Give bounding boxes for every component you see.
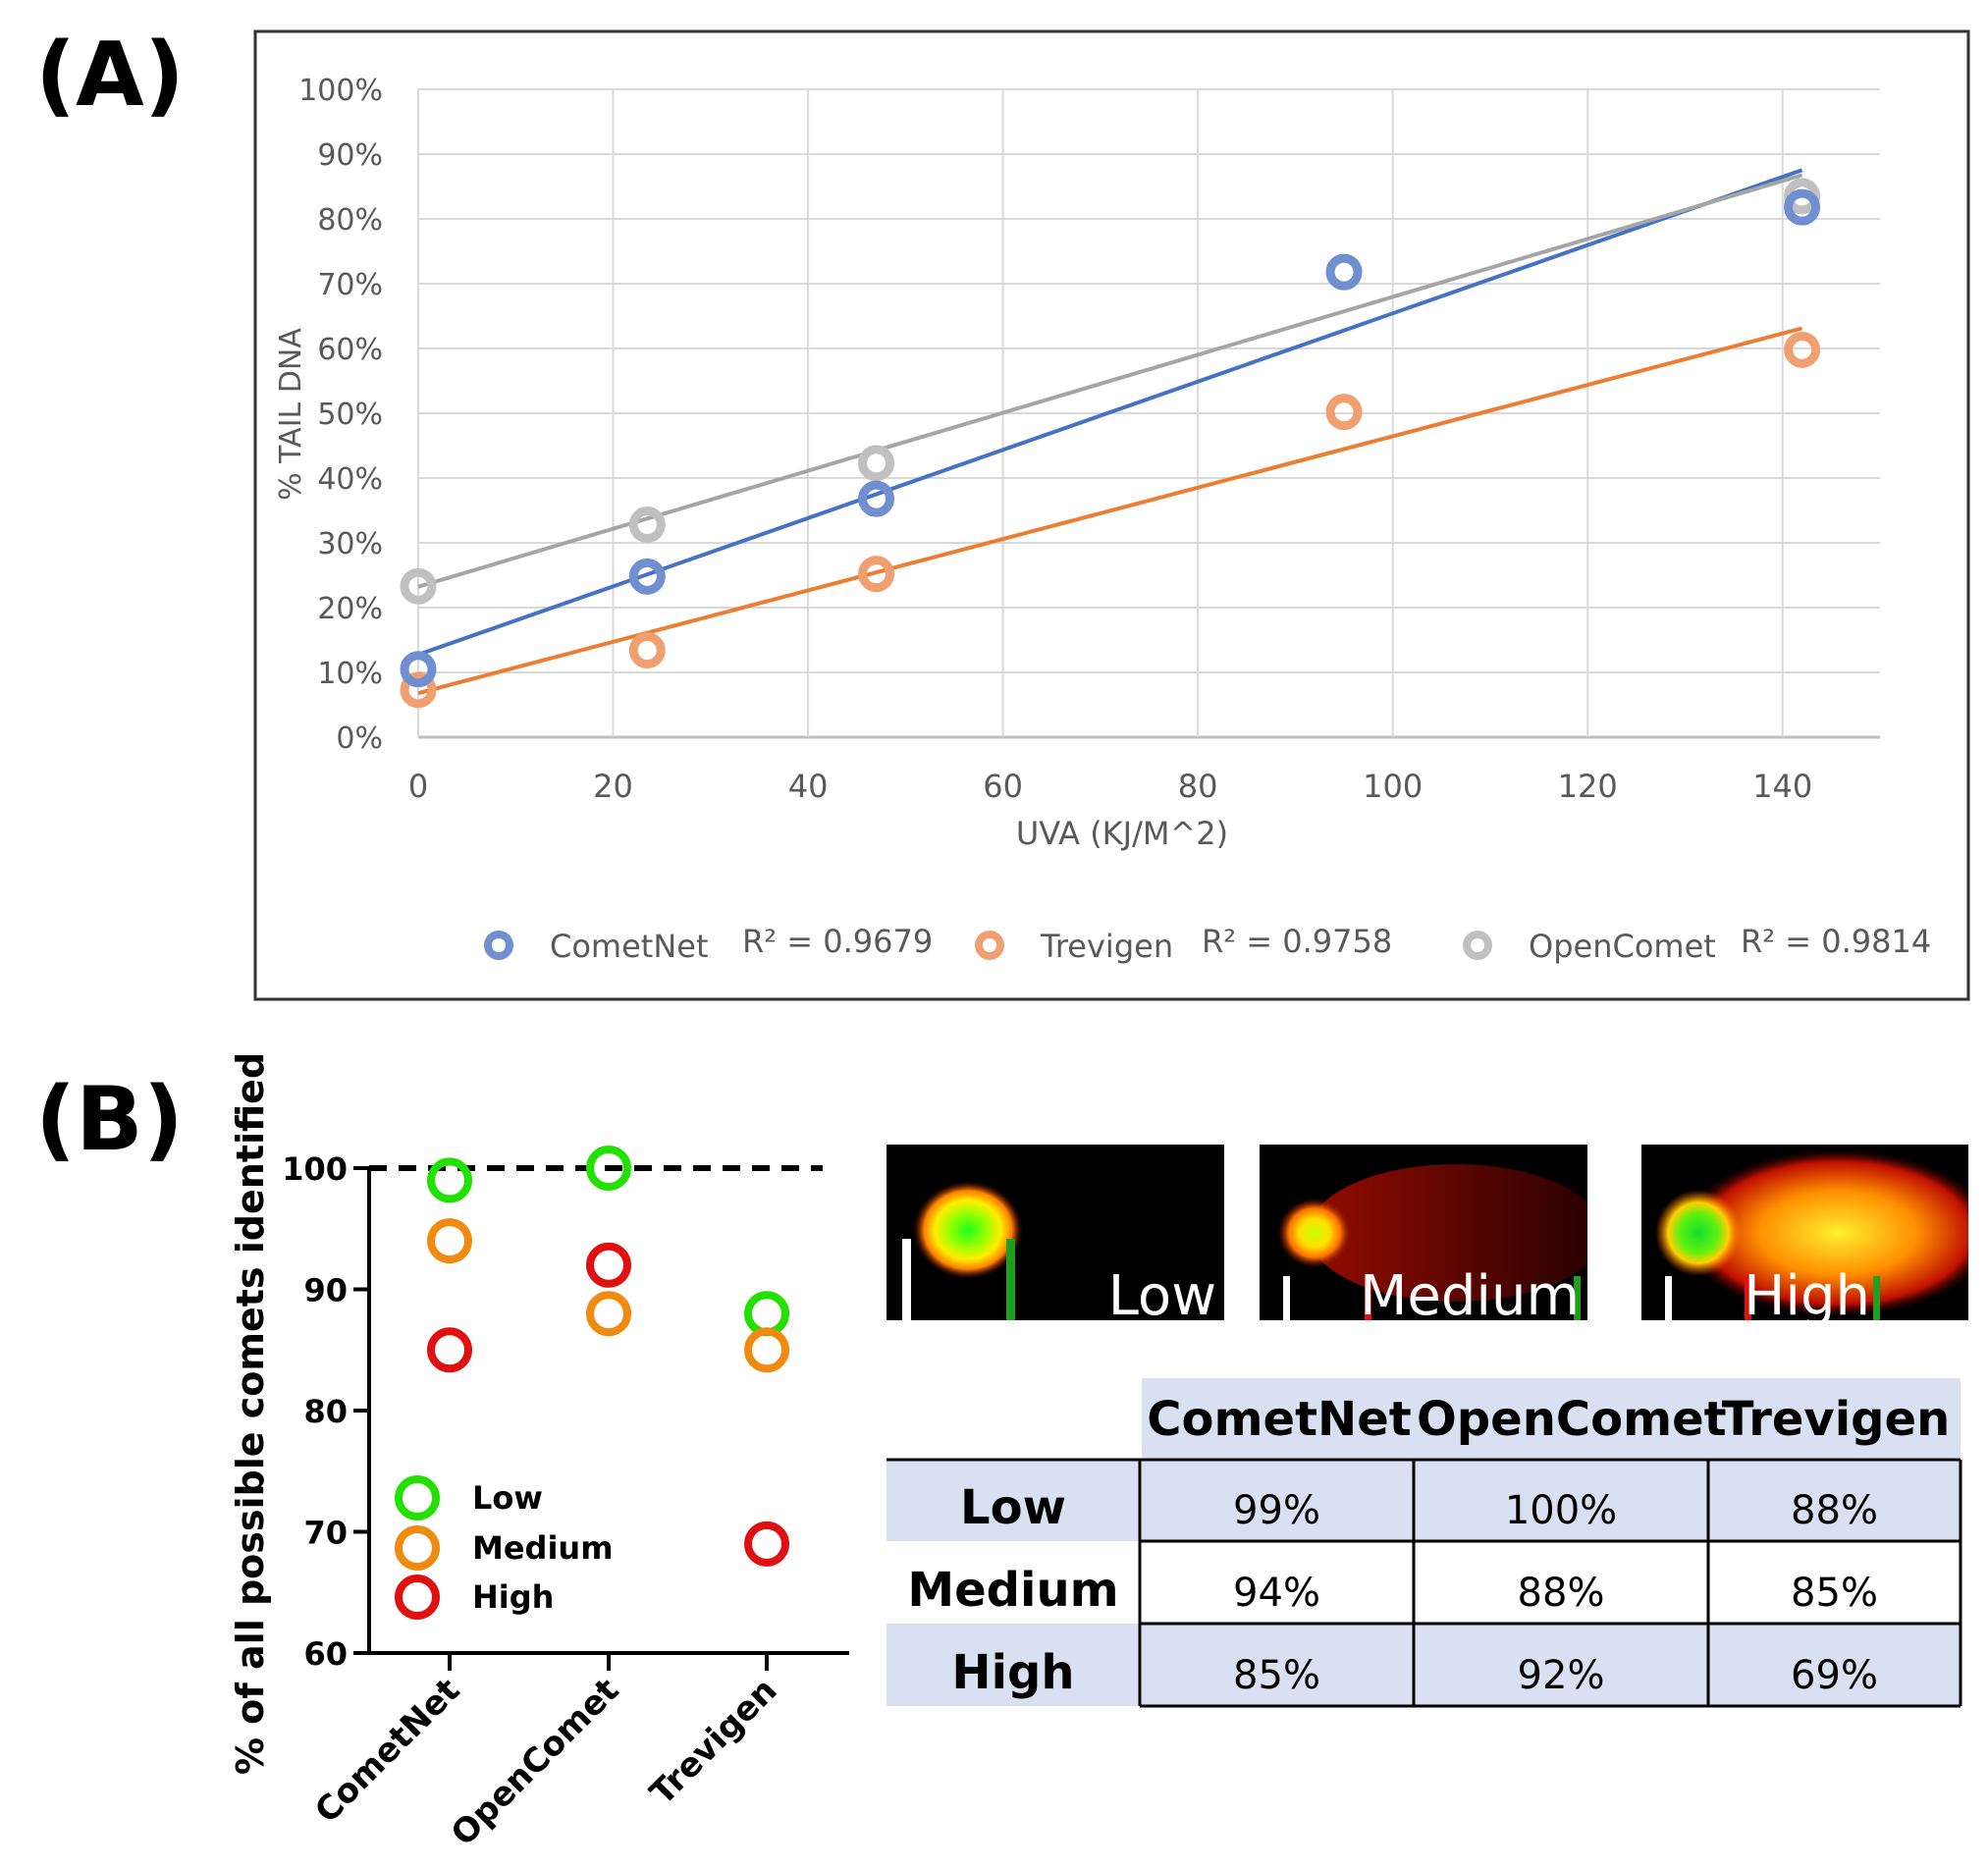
chart-b-point-low bbox=[427, 1157, 472, 1203]
chart-b-point-medium bbox=[427, 1218, 472, 1264]
chart-a-legend: CometNet R² = 0.9679 Trevigen R² = 0.9758 Op… bbox=[484, 923, 1931, 965]
table-header-background bbox=[1142, 1378, 1961, 1458]
table-cell: 99% bbox=[1233, 1488, 1320, 1533]
chart-a-x-tick-label: 60 bbox=[983, 768, 1023, 805]
chart-b-point-high bbox=[427, 1327, 472, 1373]
table-cell: 85% bbox=[1791, 1571, 1878, 1616]
chart-a-x-tick-label: 40 bbox=[788, 768, 829, 805]
chart-b-y-tick-label: 60 bbox=[303, 1635, 348, 1673]
chart-a-trendline-cometnet bbox=[417, 168, 1803, 657]
chart-b-y-axis-label: % of all possible comets identified bbox=[229, 1052, 272, 1775]
chart-b-legend-marker-medium bbox=[395, 1525, 440, 1571]
chart-a-frame bbox=[253, 29, 1970, 1001]
table-row-label-high: High bbox=[951, 1645, 1075, 1700]
chart-a-y-tick-label: 30% bbox=[317, 527, 383, 561]
chart-b-legend-marker-low bbox=[395, 1475, 440, 1521]
chart-a-uva-tail-dna: 0% 10% 20% 30% 40% 50% 60% 70% 80% 90% 100% 0 20 40 60… bbox=[253, 29, 1970, 1001]
chart-b-legend-label-high: High bbox=[472, 1578, 554, 1616]
panel-label-b: (B) bbox=[35, 1068, 184, 1171]
chart-a-x-tick-label: 120 bbox=[1558, 768, 1618, 805]
chart-a-y-tick-label: 0% bbox=[336, 721, 383, 756]
chart-a-x-axis-label: UVA (KJ/M^2) bbox=[1016, 815, 1228, 852]
chart-a-point-trevigen bbox=[858, 556, 895, 593]
chart-a-point-cometnet bbox=[1784, 188, 1821, 226]
table-cell: 88% bbox=[1517, 1571, 1605, 1616]
chart-a-point-cometnet bbox=[628, 558, 666, 595]
comet-image-high-label: High bbox=[1744, 1264, 1870, 1321]
chart-a-point-trevigen bbox=[1325, 394, 1363, 431]
chart-a-point-opencomet bbox=[628, 507, 666, 544]
chart-a-point-opencomet bbox=[858, 445, 895, 482]
panel-label-a: (A) bbox=[35, 24, 185, 127]
chart-a-trendline-opencomet bbox=[417, 173, 1803, 589]
chart-a-legend-marker-trevigen bbox=[975, 931, 1004, 960]
chart-b-point-high bbox=[744, 1521, 789, 1567]
table-cell: 88% bbox=[1791, 1488, 1878, 1533]
chart-a-y-tick-label: 100% bbox=[298, 74, 383, 108]
chart-a-legend-r2-cometnet: R² = 0.9679 bbox=[742, 923, 933, 960]
table-cell: 94% bbox=[1233, 1571, 1320, 1616]
chart-a-y-tick-label: 20% bbox=[317, 592, 383, 626]
table-header-opencomet: OpenComet bbox=[1417, 1392, 1727, 1447]
chart-a-legend-label-cometnet: CometNet bbox=[550, 928, 709, 965]
chart-a-point-cometnet bbox=[1325, 253, 1363, 291]
chart-b-point-medium bbox=[744, 1327, 789, 1373]
chart-b-legend: Low Medium High bbox=[395, 1475, 614, 1620]
chart-a-x-tick-label: 100 bbox=[1363, 768, 1423, 805]
chart-a-y-tick-label: 40% bbox=[317, 462, 383, 497]
chart-a-point-trevigen bbox=[400, 671, 437, 709]
chart-a-y-tick-label: 60% bbox=[317, 333, 383, 367]
chart-b-point-high bbox=[586, 1242, 631, 1288]
chart-a-legend-r2-trevigen: R² = 0.9758 bbox=[1202, 923, 1392, 960]
chart-b-y-tick-label: 70 bbox=[303, 1515, 348, 1552]
table-cell: 85% bbox=[1233, 1653, 1320, 1698]
chart-a-point-trevigen bbox=[1784, 331, 1821, 368]
chart-b-point-low bbox=[586, 1146, 631, 1191]
chart-a-y-tick-label: 50% bbox=[317, 398, 383, 432]
chart-a-y-axis-label: % TAIL DNA bbox=[274, 328, 308, 501]
chart-a-y-tick-label: 80% bbox=[317, 203, 383, 238]
chart-a-point-trevigen bbox=[628, 632, 666, 669]
table-header-cometnet: CometNet bbox=[1147, 1392, 1412, 1447]
chart-a-x-tick-label: 0 bbox=[408, 768, 428, 805]
chart-b-y-tick-label: 90 bbox=[303, 1272, 348, 1309]
chart-a-point-opencomet bbox=[400, 567, 437, 605]
table-row-label-low: Low bbox=[960, 1480, 1066, 1535]
comet-image-high: High bbox=[1641, 1145, 1968, 1320]
chart-a-point-cometnet bbox=[400, 651, 437, 688]
chart-a-legend-r2-opencomet: R² = 0.9814 bbox=[1741, 923, 1931, 960]
table-cell: 92% bbox=[1517, 1653, 1605, 1698]
chart-a-y-tick-label: 70% bbox=[317, 268, 383, 302]
table-cell: 69% bbox=[1791, 1653, 1878, 1698]
comet-image-medium-label: Medium bbox=[1360, 1264, 1580, 1321]
table-header-trevigen: Trevigen bbox=[1721, 1392, 1951, 1447]
table-cell: 100% bbox=[1504, 1488, 1618, 1533]
comet-image-medium: Medium bbox=[1260, 1145, 1587, 1320]
table-row-label-medium: Medium bbox=[907, 1563, 1119, 1618]
chart-a-point-cometnet bbox=[858, 480, 895, 517]
chart-a-y-tick-label: 10% bbox=[317, 657, 383, 691]
chart-b-y-tick-label: 80 bbox=[303, 1393, 348, 1430]
chart-a-legend-marker-opencomet bbox=[1463, 931, 1492, 960]
chart-a-x-tick-label: 20 bbox=[593, 768, 633, 805]
chart-a-legend-label-trevigen: Trevigen bbox=[1040, 928, 1173, 965]
chart-b-legend-label-low: Low bbox=[472, 1479, 543, 1517]
chart-a-y-tick-label: 90% bbox=[317, 138, 383, 173]
chart-b-point-medium bbox=[586, 1291, 631, 1337]
chart-a-legend-label-opencomet: OpenComet bbox=[1529, 928, 1716, 965]
chart-b-y-tick-label: 100 bbox=[282, 1150, 348, 1188]
chart-a-x-tick-label: 140 bbox=[1752, 768, 1812, 805]
chart-a-legend-marker-cometnet bbox=[484, 931, 513, 960]
chart-b-legend-marker-high bbox=[395, 1574, 440, 1620]
comet-image-low-label: Low bbox=[1107, 1264, 1216, 1321]
chart-a-x-tick-label: 80 bbox=[1178, 768, 1218, 805]
chart-b-legend-label-medium: Medium bbox=[472, 1529, 614, 1567]
comet-image-low: Low bbox=[887, 1145, 1224, 1320]
